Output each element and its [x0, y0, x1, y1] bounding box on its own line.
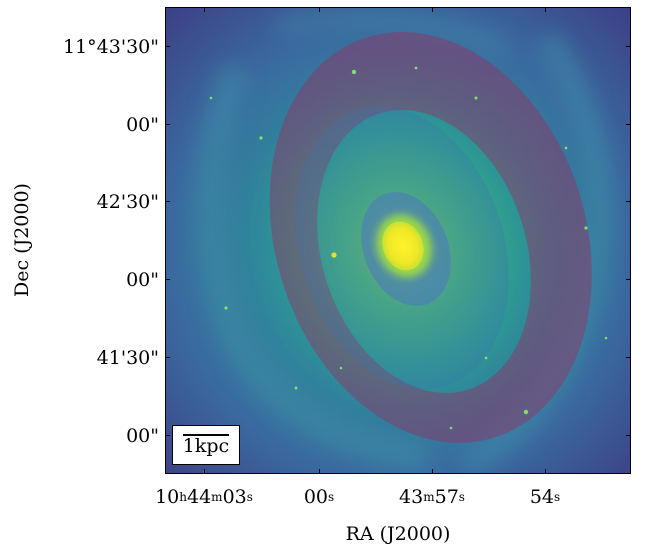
scale-bar-box: 1kpc	[172, 425, 240, 465]
x-tick-minutes-unit: m	[423, 490, 435, 504]
x-axis-label: RA (J2000)	[345, 523, 451, 545]
x-tick-minutes: 43	[399, 486, 424, 508]
x-tick-seconds-unit: s	[458, 490, 465, 504]
x-tick-seconds-unit: s	[328, 490, 335, 504]
x-tick-minutes-unit: m	[211, 490, 223, 504]
y-tick-label: 00"	[126, 425, 159, 447]
galaxy-image-svg	[166, 8, 631, 474]
y-tick-mark	[165, 357, 170, 358]
y-tick-mark	[165, 124, 170, 125]
x-tick-mark	[204, 469, 205, 474]
x-tick-seconds-unit: s	[554, 490, 561, 504]
galaxy-image	[166, 8, 631, 474]
y-tick-mark	[626, 357, 631, 358]
spiral-arms	[196, 8, 613, 474]
y-tick-label: 41'30"	[96, 347, 159, 369]
x-tick-mark	[545, 7, 546, 12]
x-tick-label: 10h44m03s	[155, 487, 253, 509]
y-tick-label: 00"	[126, 269, 159, 291]
y-tick-label: 11°43'30"	[63, 36, 159, 58]
y-tick-mark	[165, 435, 170, 436]
outer-annulus-overlay	[269, 32, 592, 443]
x-tick-seconds: 03	[222, 486, 247, 508]
galaxy-core	[382, 221, 424, 271]
y-tick-mark	[626, 279, 631, 280]
y-tick-mark	[165, 46, 170, 47]
x-tick-label: 00s	[304, 487, 334, 509]
scale-bar-label: 1kpc	[182, 435, 230, 457]
scale-bar-line	[183, 434, 229, 436]
y-tick-mark	[626, 201, 631, 202]
x-tick-mark	[432, 7, 433, 12]
x-tick-label: 54s	[530, 487, 560, 509]
x-tick-mark	[545, 469, 546, 474]
x-tick-seconds-unit: s	[246, 490, 253, 504]
x-tick-mark	[319, 469, 320, 474]
point-sources	[209, 66, 608, 430]
y-tick-mark	[626, 435, 631, 436]
x-tick-mark	[319, 7, 320, 12]
x-tick-hours-unit: h	[179, 490, 187, 504]
x-tick-seconds: 54	[529, 486, 555, 508]
y-tick-mark	[165, 201, 170, 202]
y-tick-mark	[626, 124, 631, 125]
y-tick-label: 42'30"	[96, 191, 159, 213]
x-tick-mark	[432, 469, 433, 474]
x-tick-hours: 10	[155, 486, 180, 508]
x-tick-minutes: 44	[186, 486, 212, 508]
x-tick-mark	[204, 7, 205, 12]
y-tick-mark	[165, 279, 170, 280]
x-tick-seconds: 57	[434, 486, 459, 508]
y-tick-mark	[626, 46, 631, 47]
y-axis-label: Dec (J2000)	[11, 183, 33, 297]
x-tick-label: 43m57s	[399, 487, 465, 509]
y-tick-label: 00"	[126, 114, 159, 136]
x-tick-seconds: 00	[303, 486, 329, 508]
